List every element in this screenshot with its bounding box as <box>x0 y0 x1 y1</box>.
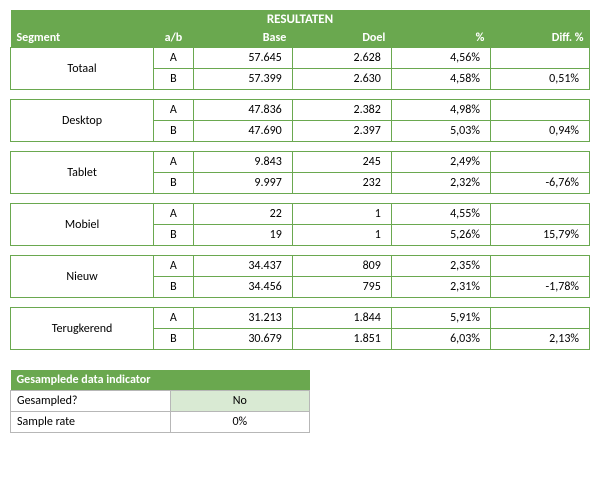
doel-value: 1.844 <box>292 308 391 329</box>
base-value: 47.690 <box>193 121 292 142</box>
pct-value: 4,55% <box>391 204 490 225</box>
ab-label: A <box>154 256 194 277</box>
pct-value: 5,91% <box>391 308 490 329</box>
table-row: TotaalA57.6452.6284,56% <box>11 48 590 69</box>
doel-value: 2.628 <box>292 48 391 69</box>
diff-value: 0,94% <box>490 121 589 142</box>
segment-name: Mobiel <box>11 204 154 246</box>
pct-value: 5,26% <box>391 225 490 246</box>
indicator-value: No <box>170 391 309 412</box>
spacer-row <box>11 194 590 204</box>
indicator-row: Sample rate0% <box>11 412 310 433</box>
indicator-label: Sample rate <box>11 412 171 433</box>
pct-value: 4,98% <box>391 100 490 121</box>
base-value: 57.399 <box>193 69 292 90</box>
ab-label: B <box>154 329 194 350</box>
diff-value <box>490 256 589 277</box>
doel-value: 2.382 <box>292 100 391 121</box>
results-title: RESULTATEN <box>11 10 590 29</box>
doel-value: 2.630 <box>292 69 391 90</box>
spacer-row <box>11 90 590 100</box>
segment-name: Totaal <box>11 48 154 90</box>
table-row: TabletA9.8432452,49% <box>11 152 590 173</box>
spacer-row <box>11 142 590 152</box>
ab-label: B <box>154 225 194 246</box>
base-value: 9.843 <box>193 152 292 173</box>
ab-label: A <box>154 308 194 329</box>
doel-value: 1.851 <box>292 329 391 350</box>
pct-value: 2,31% <box>391 277 490 298</box>
base-value: 31.213 <box>193 308 292 329</box>
pct-value: 4,56% <box>391 48 490 69</box>
ab-label: A <box>154 152 194 173</box>
results-table: RESULTATEN Segment a/b Base Doel % Diff.… <box>10 10 590 350</box>
ab-label: B <box>154 69 194 90</box>
base-value: 30.679 <box>193 329 292 350</box>
table-row: NieuwA34.4378092,35% <box>11 256 590 277</box>
indicator-table: Gesamplede data indicator Gesampled?NoSa… <box>10 370 310 433</box>
doel-value: 232 <box>292 173 391 194</box>
table-row: MobielA2214,55% <box>11 204 590 225</box>
indicator-row: Gesampled?No <box>11 391 310 412</box>
pct-value: 5,03% <box>391 121 490 142</box>
diff-value <box>490 308 589 329</box>
base-value: 34.456 <box>193 277 292 298</box>
diff-value: 2,13% <box>490 329 589 350</box>
table-row: DesktopA47.8362.3824,98% <box>11 100 590 121</box>
doel-value: 245 <box>292 152 391 173</box>
pct-value: 6,03% <box>391 329 490 350</box>
spacer-row <box>11 298 590 308</box>
ab-label: B <box>154 277 194 298</box>
diff-value <box>490 204 589 225</box>
diff-value <box>490 48 589 69</box>
base-value: 57.645 <box>193 48 292 69</box>
col-ab: a/b <box>154 29 194 48</box>
indicator-title-row: Gesamplede data indicator <box>11 370 310 391</box>
table-row: TerugkerendA31.2131.8445,91% <box>11 308 590 329</box>
col-diff: Diff. % <box>490 29 589 48</box>
indicator-label: Gesampled? <box>11 391 171 412</box>
indicator-value: 0% <box>170 412 309 433</box>
ab-label: B <box>154 121 194 142</box>
segment-name: Terugkerend <box>11 308 154 350</box>
col-base: Base <box>193 29 292 48</box>
diff-value <box>490 152 589 173</box>
col-doel: Doel <box>292 29 391 48</box>
base-value: 9.997 <box>193 173 292 194</box>
base-value: 19 <box>193 225 292 246</box>
pct-value: 2,35% <box>391 256 490 277</box>
ab-label: A <box>154 100 194 121</box>
results-header-row: Segment a/b Base Doel % Diff. % <box>11 29 590 48</box>
indicator-title: Gesamplede data indicator <box>11 370 310 391</box>
diff-value: -1,78% <box>490 277 589 298</box>
diff-value <box>490 100 589 121</box>
base-value: 22 <box>193 204 292 225</box>
diff-value: -6,76% <box>490 173 589 194</box>
base-value: 47.836 <box>193 100 292 121</box>
pct-value: 2,32% <box>391 173 490 194</box>
segment-name: Nieuw <box>11 256 154 298</box>
results-title-row: RESULTATEN <box>11 10 590 29</box>
base-value: 34.437 <box>193 256 292 277</box>
doel-value: 2.397 <box>292 121 391 142</box>
diff-value: 0,51% <box>490 69 589 90</box>
doel-value: 1 <box>292 204 391 225</box>
segment-name: Tablet <box>11 152 154 194</box>
pct-value: 2,49% <box>391 152 490 173</box>
ab-label: A <box>154 204 194 225</box>
col-segment: Segment <box>11 29 154 48</box>
doel-value: 1 <box>292 225 391 246</box>
doel-value: 809 <box>292 256 391 277</box>
ab-label: B <box>154 173 194 194</box>
segment-name: Desktop <box>11 100 154 142</box>
col-pct: % <box>391 29 490 48</box>
pct-value: 4,58% <box>391 69 490 90</box>
spacer-row <box>11 246 590 256</box>
doel-value: 795 <box>292 277 391 298</box>
diff-value: 15,79% <box>490 225 589 246</box>
ab-label: A <box>154 48 194 69</box>
